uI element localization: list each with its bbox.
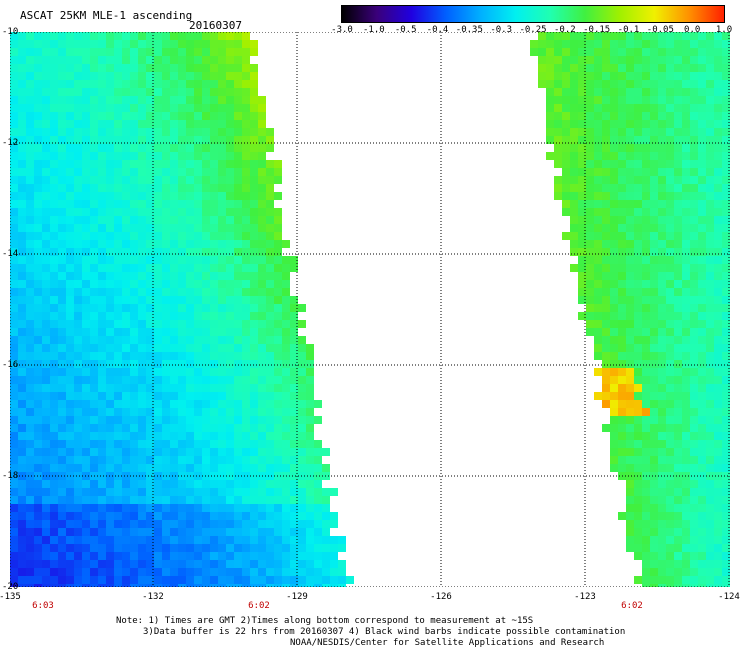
latitude-label: -20 — [2, 582, 19, 592]
latitude-label: -18 — [2, 471, 19, 481]
colorbar-tick-label: -0.15 — [583, 25, 611, 35]
latitude-label: -12 — [2, 138, 19, 148]
pass-time-label: 6:03 — [32, 601, 54, 611]
colorbar-tick-label: -0.35 — [455, 25, 483, 35]
note-line-1: Note: 1) Times are GMT 2)Times along bot… — [116, 616, 534, 626]
note-line-2: 3)Data buffer is 22 hrs from 20160307 4)… — [143, 627, 626, 637]
colorbar-tick-label: -0.25 — [519, 25, 547, 35]
colorbar-tick-label: -0.3 — [490, 25, 512, 35]
colorbar-tick-label: 1.0 — [715, 25, 733, 35]
longitude-label: -126 — [430, 592, 452, 602]
map-date: 20160307 — [189, 19, 242, 32]
map-title: ASCAT 25KM MLE-1 ascending — [20, 9, 193, 22]
longitude-label: -129 — [286, 592, 308, 602]
colorbar-tick-label: -0.1 — [617, 25, 640, 35]
colorbar-tick-label: -1.0 — [362, 25, 385, 35]
pass-time-label: 6:02 — [248, 601, 270, 611]
colorbar-tick-label: -0.05 — [646, 25, 674, 35]
colorbar — [341, 5, 725, 23]
latitude-label: -14 — [2, 249, 19, 259]
colorbar-tick-label: -0.5 — [394, 25, 417, 35]
colorbar-tick-label: -0.2 — [553, 25, 576, 35]
graticule — [10, 32, 730, 587]
colorbar-tick-label: 0.0 — [684, 25, 701, 35]
swath-cells — [10, 32, 730, 587]
colorbar-tick-label: -3.0 — [331, 25, 353, 35]
swath-map — [10, 32, 730, 587]
pass-time-label: 6:02 — [621, 601, 643, 611]
note-credit: NOAA/NESDIS/Center for Satellite Applica… — [290, 638, 605, 648]
longitude-label: -135 — [0, 592, 21, 602]
latitude-label: -16 — [2, 360, 19, 370]
longitude-label: -132 — [142, 592, 164, 602]
latitude-label: -10 — [2, 27, 19, 37]
longitude-label: -123 — [574, 592, 596, 602]
colorbar-gradient — [342, 6, 724, 22]
colorbar-tick-label: -0.4 — [426, 25, 449, 35]
longitude-label: -124 — [718, 592, 740, 602]
